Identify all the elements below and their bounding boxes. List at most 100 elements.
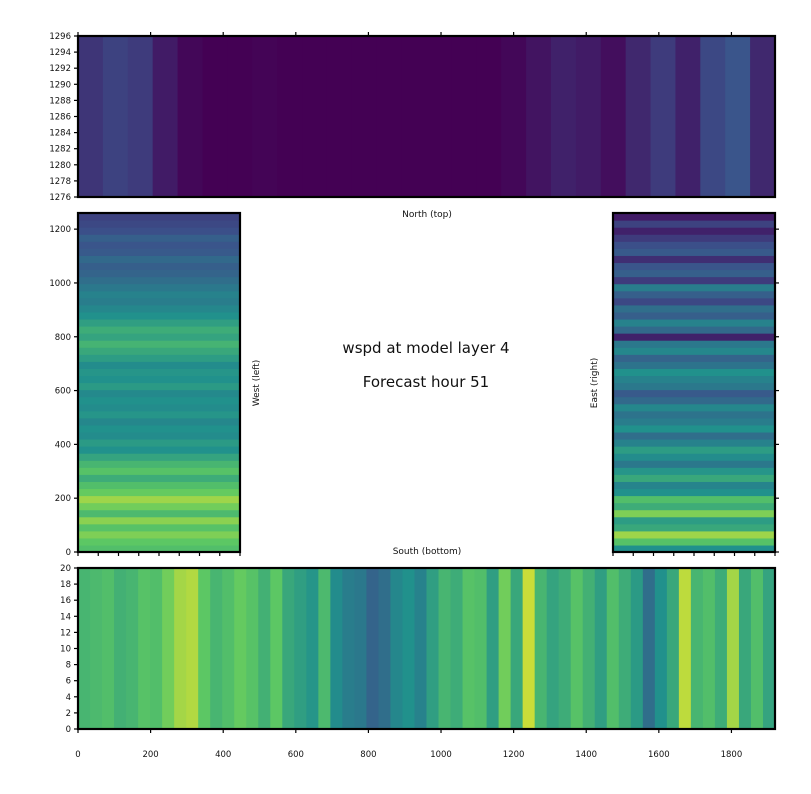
east-heatmap-cell <box>613 417 775 426</box>
south-heatmap-cell <box>366 568 380 729</box>
west-heatmap-cell <box>78 297 240 306</box>
south-heatmap-cell <box>654 568 668 729</box>
east-heatmap-cell <box>613 410 775 419</box>
west-heatmap-cell <box>78 220 240 228</box>
east-heatmap-cell <box>613 481 775 490</box>
south-heatmap-cell <box>762 568 776 729</box>
south-heatmap-cell <box>594 568 608 729</box>
north-heatmap-cell <box>202 36 228 197</box>
south-heatmap-cell <box>294 568 307 729</box>
east-heatmap-cell <box>613 276 775 285</box>
west-heatmap-cell <box>78 326 240 334</box>
east-heatmap-cell <box>613 382 775 391</box>
west-heatmap-cell <box>78 311 240 320</box>
south-heatmap-cell <box>198 568 211 729</box>
west-heatmap-cell <box>78 248 240 256</box>
north-heatmap-cell <box>501 36 527 197</box>
north-y-tick-label: 1288 <box>49 96 71 106</box>
south-xlabel: South (bottom) <box>393 547 462 557</box>
north-heatmap-cell <box>550 36 577 197</box>
south-heatmap-cell <box>210 568 223 729</box>
east-heatmap-cell <box>613 318 775 327</box>
south-heatmap-cell <box>246 568 259 729</box>
east-heatmap-cell <box>613 439 775 447</box>
south-heatmap-cell <box>642 568 656 729</box>
east-heatmap-cell <box>613 467 775 475</box>
west-heatmap-cell <box>78 389 240 398</box>
north-y-tick-label: 1296 <box>49 32 71 42</box>
north-heatmap-cell <box>277 36 303 197</box>
north-heatmap-cell <box>326 36 353 197</box>
south-y-tick-label: 16 <box>60 596 71 606</box>
north-heatmap-cell <box>426 36 452 197</box>
north-heatmap-cell <box>102 36 129 197</box>
east-heatmap-cell <box>613 347 775 355</box>
north-heatmap-cell <box>750 36 776 197</box>
south-heatmap-cell <box>702 568 716 729</box>
east-heatmap-cell <box>613 227 775 235</box>
north-heatmap-cell <box>227 36 253 197</box>
south-heatmap-cell <box>138 568 151 729</box>
south-x-tick-label: 400 <box>215 750 231 760</box>
south-x-tick-label: 600 <box>288 750 304 760</box>
north-heatmap-cell <box>725 36 751 197</box>
south-heatmap-cell <box>450 568 464 729</box>
west-heatmap-cell <box>78 474 240 482</box>
south-heatmap-cell <box>234 568 247 729</box>
west-y-tick-label: 200 <box>55 494 71 504</box>
west-heatmap-cell <box>78 544 240 553</box>
south-heatmap-cell <box>510 568 524 729</box>
west-heatmap-cell <box>78 495 240 504</box>
north-xlabel: North (top) <box>402 210 452 220</box>
south-heatmap-cell <box>606 568 620 729</box>
east-heatmap-cell <box>613 326 775 334</box>
west-heatmap-cell <box>78 460 240 468</box>
east-heatmap-cell <box>613 220 775 228</box>
east-heatmap-cell <box>613 297 775 306</box>
north-heatmap-cell <box>476 36 502 197</box>
chart-title-line2: Forecast hour 51 <box>363 373 489 391</box>
south-heatmap-cell <box>378 568 392 729</box>
west-heatmap-cell <box>78 537 240 546</box>
west-heatmap-cell <box>78 403 240 412</box>
west-y-tick-label: 600 <box>55 387 71 397</box>
west-heatmap-cell <box>78 354 240 362</box>
south-heatmap-cell <box>126 568 139 729</box>
west-heatmap-cell <box>78 446 240 454</box>
east-heatmap-cell <box>613 460 775 468</box>
west-heatmap-cell <box>78 333 240 341</box>
south-heatmap-cell <box>102 568 115 729</box>
west-y-tick-label: 400 <box>55 440 71 450</box>
south-heatmap-cell <box>186 568 199 729</box>
south-y-tick-label: 6 <box>66 677 71 687</box>
north-heatmap-cell <box>127 36 154 197</box>
west-heatmap-cell <box>78 481 240 490</box>
east-heatmap-cell <box>613 255 775 264</box>
north-heatmap-cell <box>351 36 378 197</box>
north-y-tick-label: 1282 <box>49 145 71 155</box>
south-heatmap-cell <box>558 568 572 729</box>
south-heatmap-cell <box>534 568 548 729</box>
west-heatmap-cell <box>78 509 240 518</box>
west-heatmap-cell <box>78 516 240 525</box>
east-heatmap-cell <box>613 368 775 377</box>
east-heatmap-cell <box>613 283 775 292</box>
south-heatmap-cell <box>354 568 368 729</box>
south-x-tick-label: 800 <box>360 750 376 760</box>
west-heatmap-cell <box>78 382 240 391</box>
south-heatmap-cell <box>462 568 476 729</box>
south-heatmap-cell <box>78 568 91 729</box>
west-heatmap-cell <box>78 340 240 348</box>
south-heatmap-cell <box>306 568 319 729</box>
south-y-tick-label: 2 <box>66 709 71 719</box>
east-heatmap-cell <box>613 213 775 221</box>
south-heatmap-cell <box>546 568 560 729</box>
south-heatmap-cell <box>258 568 271 729</box>
south-heatmap-cell <box>402 568 416 729</box>
east-heatmap-cell <box>613 403 775 412</box>
north-y-tick-label: 1280 <box>49 161 71 171</box>
south-heatmap-cell <box>738 568 752 729</box>
west-heatmap-cell <box>78 255 240 264</box>
